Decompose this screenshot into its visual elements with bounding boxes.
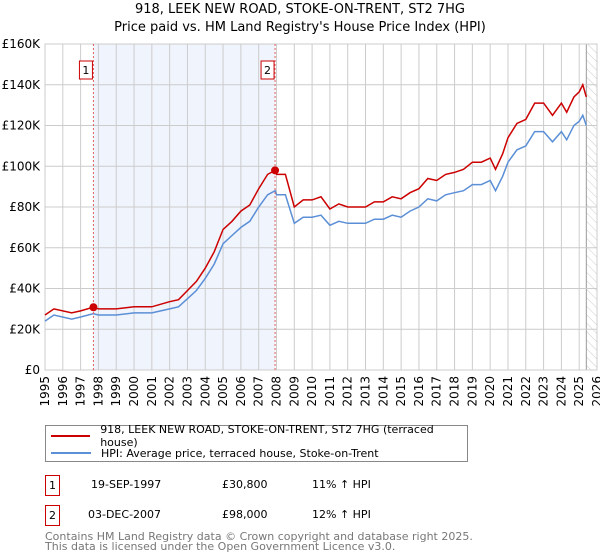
x-tick-label: 2020 xyxy=(483,376,497,407)
x-tick-label: 2025 xyxy=(572,376,586,407)
x-tick-label: 1997 xyxy=(74,376,88,407)
x-tick-label: 2000 xyxy=(127,376,141,407)
footer-copyright: Contains HM Land Registry data © Crown c… xyxy=(45,530,473,543)
x-tick-label: 2001 xyxy=(145,376,159,407)
x-tick-label: 2017 xyxy=(430,376,444,407)
x-tick-label: 2018 xyxy=(448,376,462,407)
x-tick-label: 2012 xyxy=(341,376,355,407)
y-tick-label: £60K xyxy=(9,241,41,255)
sale-hpi-delta: 12% ↑ HPI xyxy=(312,508,371,521)
sale-marker-badge xyxy=(260,60,275,80)
x-tick-label: 2024 xyxy=(554,376,568,407)
x-tick-label: 2004 xyxy=(198,376,212,407)
x-tick-label: 2007 xyxy=(252,376,266,407)
x-tick-label: 2003 xyxy=(180,376,194,407)
chart-subtitle: Price paid vs. HM Land Registry's House … xyxy=(114,20,486,35)
x-tick-label: 2005 xyxy=(216,376,230,407)
sale-badge: 2 xyxy=(45,505,60,526)
red-line-swatch xyxy=(51,435,91,437)
y-tick-label: £80K xyxy=(9,200,41,214)
legend-item-hpi: HPI: Average price, terraced house, Stok… xyxy=(51,445,379,461)
price-paid-line xyxy=(44,82,588,316)
x-tick-label: 1998 xyxy=(91,376,105,407)
y-tick-label: £140K xyxy=(2,78,42,92)
x-tick-label: 2026 xyxy=(590,376,600,407)
sale-row: 1 19-SEP-1997 £30,800 11% ↑ HPI xyxy=(45,475,465,496)
y-tick-label: £20K xyxy=(9,322,41,336)
x-tick-label: 2023 xyxy=(537,376,551,407)
sale-marker-label: 2 xyxy=(264,64,271,77)
sale-date: 19-SEP-1997 xyxy=(91,478,162,491)
x-tick-label: 2010 xyxy=(305,376,319,407)
sale-point xyxy=(271,166,280,175)
x-tick-label: 2016 xyxy=(412,376,426,407)
price-chart: 1 2 1995 1996 1997 1998 1999 2000 2001 2002 2003 20… xyxy=(2,37,600,407)
sale-row: 2 03-DEC-2007 £98,000 12% ↑ HPI xyxy=(45,505,465,526)
x-tick-label: 2006 xyxy=(234,376,248,407)
x-tick-label: 1996 xyxy=(56,376,70,407)
chart-legend: 918, LEEK NEW ROAD, STOKE-ON-TRENT, ST2 … xyxy=(45,423,468,462)
y-tick-label: £100K xyxy=(2,159,42,173)
sale-price: £98,000 xyxy=(222,508,268,521)
x-tick-label: 1999 xyxy=(109,376,123,407)
x-tick-label: 2019 xyxy=(465,376,479,407)
sale-price: £30,800 xyxy=(222,478,268,491)
x-tick-label: 1995 xyxy=(38,376,52,407)
y-tick-label: £160K xyxy=(2,37,42,51)
sale-marker-label: 1 xyxy=(82,64,89,77)
x-tick-label: 2014 xyxy=(376,376,390,407)
x-tick-label: 2015 xyxy=(394,376,408,407)
sale-marker-badge xyxy=(78,60,93,80)
y-tick-label: £0 xyxy=(25,363,40,377)
chart-title: 918, LEEK NEW ROAD, STOKE-ON-TRENT, ST2 … xyxy=(134,2,466,17)
x-tick-label: 2009 xyxy=(287,376,301,407)
hpi-line xyxy=(44,113,588,322)
x-tick-label: 2013 xyxy=(359,376,373,407)
footer-licence: This data is licensed under the Open Gov… xyxy=(45,540,396,553)
legend-item-property: 918, LEEK NEW ROAD, STOKE-ON-TRENT, ST2 … xyxy=(51,423,467,449)
sale-point xyxy=(89,303,98,312)
sale-hpi-delta: 11% ↑ HPI xyxy=(312,478,371,491)
sale-date: 03-DEC-2007 xyxy=(88,508,162,521)
x-tick-label: 2008 xyxy=(269,376,283,407)
y-tick-label: £120K xyxy=(2,119,42,133)
blue-line-swatch xyxy=(51,452,91,454)
x-tick-label: 2022 xyxy=(519,376,533,407)
legend-label-property: 918, LEEK NEW ROAD, STOKE-ON-TRENT, ST2 … xyxy=(100,423,434,449)
y-tick-label: £40K xyxy=(9,282,41,296)
x-tick-label: 2011 xyxy=(323,376,337,407)
x-tick-label: 2002 xyxy=(163,376,177,407)
sale-badge: 1 xyxy=(45,475,60,496)
x-tick-label: 2021 xyxy=(501,376,515,407)
legend-label-hpi: HPI: Average price, terraced house, Stok… xyxy=(101,446,379,460)
